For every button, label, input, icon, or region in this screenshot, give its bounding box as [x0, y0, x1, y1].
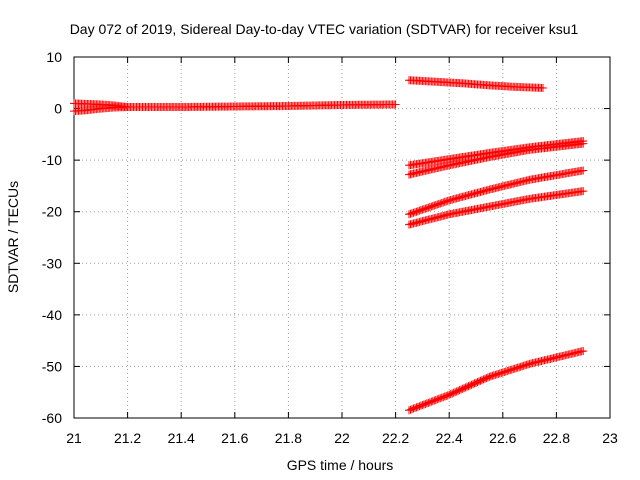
x-axis-label: GPS time / hours — [287, 457, 394, 473]
y-tick-label: -10 — [42, 152, 62, 168]
x-tick-label: 22.2 — [382, 430, 409, 446]
series-sat-g — [405, 187, 588, 229]
data-point — [123, 103, 132, 112]
data-points — [70, 76, 588, 415]
x-tick-label: 22.4 — [436, 430, 463, 446]
y-tick-label: -50 — [42, 358, 62, 374]
series-sat-c — [405, 76, 547, 92]
x-tick-label: 22.8 — [543, 430, 570, 446]
y-tick-label: -30 — [42, 255, 62, 271]
series-sat-d — [405, 137, 588, 170]
data-point — [579, 139, 588, 148]
chart-title: Day 072 of 2019, Sidereal Day-to-day VTE… — [70, 21, 579, 37]
x-tick-label: 21.4 — [168, 430, 195, 446]
y-tick-label: -60 — [42, 410, 62, 426]
data-point — [579, 187, 588, 196]
x-tick-label: 21.8 — [275, 430, 302, 446]
x-tick-label: 22 — [334, 430, 350, 446]
y-tick-label: 0 — [54, 101, 62, 117]
x-tick-label: 21.2 — [114, 430, 141, 446]
data-point — [579, 166, 588, 175]
y-tick-label: 10 — [46, 49, 62, 65]
x-tick-label: 21.6 — [221, 430, 248, 446]
x-tick-labels: 21 21.2 21.4 21.6 21.8 22 22.2 22.4 22.6 22.8 23 — [66, 430, 618, 446]
series-sat-e — [405, 139, 588, 179]
series-sat-b — [70, 103, 132, 116]
series-sat-h — [405, 346, 588, 415]
y-tick-labels: 10 0 -10 -20 -30 -40 -50 -60 — [42, 49, 62, 426]
x-tick-label: 23 — [602, 430, 618, 446]
data-point — [579, 346, 588, 355]
y-tick-label: -40 — [42, 307, 62, 323]
x-tick-label: 21 — [66, 430, 82, 446]
axis-ticks — [73, 56, 611, 419]
series-sat-f — [405, 166, 588, 219]
y-axis-label: SDTVAR / TECUs — [5, 181, 21, 293]
data-point — [539, 83, 547, 92]
y-tick-label: -20 — [42, 204, 62, 220]
data-point — [391, 100, 400, 109]
x-tick-label: 22.6 — [489, 430, 516, 446]
